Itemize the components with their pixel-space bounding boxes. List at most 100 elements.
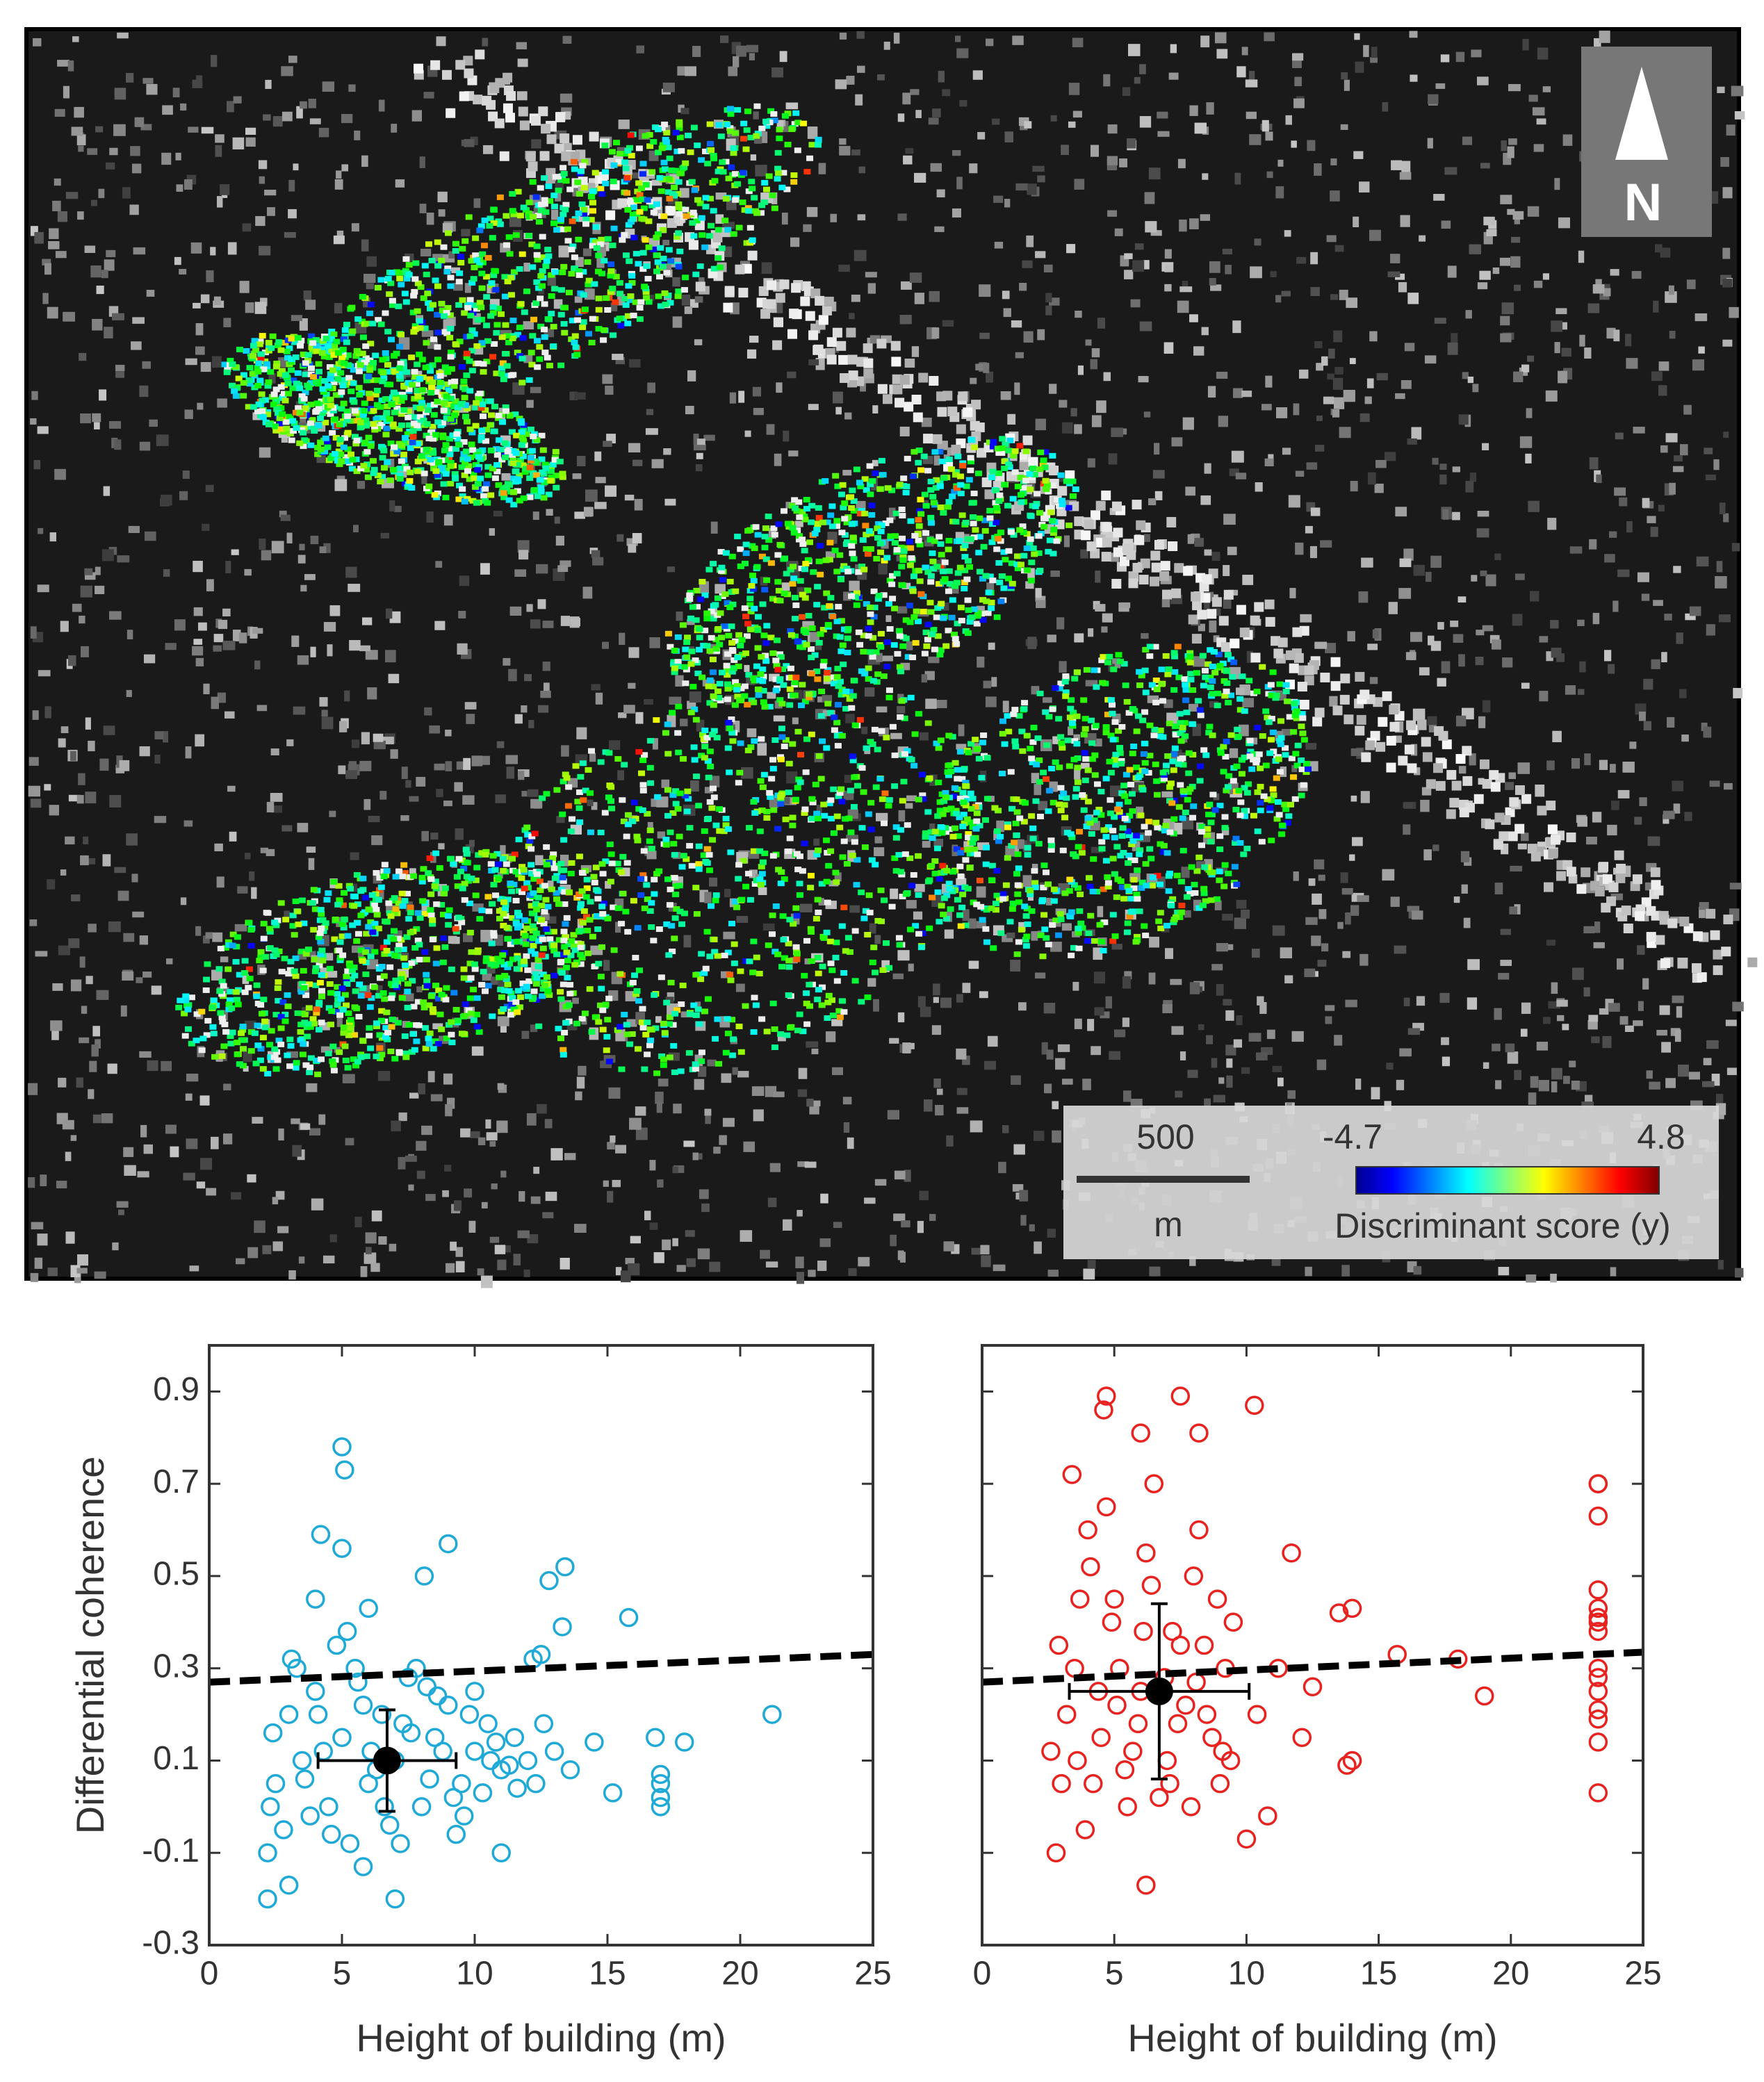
map-speckle (205, 484, 214, 492)
map-speckle (521, 791, 528, 797)
map-pixel (568, 247, 575, 253)
map-speckle (1681, 734, 1689, 742)
map-speckle (719, 1135, 727, 1145)
map-speckle (306, 951, 316, 958)
map-speckle (1179, 1051, 1186, 1060)
map-pixel (961, 580, 968, 586)
map-speckle (919, 732, 929, 741)
map-pixel (753, 564, 761, 570)
map-pixel (722, 158, 730, 165)
map-speckle (371, 835, 383, 846)
river-speckle (541, 124, 551, 134)
river-speckle (1373, 697, 1383, 707)
map-speckle (1246, 111, 1257, 120)
map-speckle (142, 972, 152, 978)
map-speckle (962, 909, 970, 921)
river-speckle (1659, 915, 1669, 925)
map-speckle (1333, 397, 1345, 409)
map-speckle (1583, 987, 1590, 997)
map-pixel (744, 621, 752, 627)
map-speckle (102, 854, 111, 867)
map-pixel (734, 694, 742, 700)
map-speckle (37, 584, 49, 593)
map-pixel (420, 295, 427, 302)
map-pixel (372, 391, 379, 397)
map-pixel (538, 254, 546, 261)
map-speckle (919, 1190, 929, 1201)
map-speckle (305, 300, 316, 310)
map-speckle (1676, 632, 1683, 644)
map-speckle (1606, 327, 1616, 339)
map-speckle (804, 958, 811, 965)
river-speckle (1292, 627, 1302, 637)
map-speckle (76, 1077, 83, 1088)
map-pixel (787, 632, 795, 638)
map-speckle (1234, 172, 1241, 185)
map-speckle (199, 1158, 213, 1170)
map-pixel (429, 362, 436, 368)
map-pixel (936, 483, 944, 489)
map-speckle (30, 1272, 39, 1282)
map-pixel (814, 142, 822, 148)
map-speckle (683, 1140, 695, 1147)
map-pixel (791, 633, 799, 639)
map-speckle (1658, 505, 1665, 511)
map-speckle (576, 456, 586, 466)
map-pixel (688, 179, 696, 185)
map-pixel (434, 239, 441, 245)
map-speckle (523, 263, 530, 272)
map-speckle (687, 700, 696, 710)
river-speckle (1297, 682, 1307, 692)
map-pixel (994, 445, 1002, 452)
map-speckle (193, 302, 201, 309)
map-pixel (968, 614, 976, 621)
map-pixel (467, 313, 475, 319)
map-pixel (786, 686, 794, 692)
map-speckle (1323, 396, 1334, 404)
map-pixel (428, 257, 436, 263)
map-speckle (436, 789, 443, 798)
river-speckle (1136, 520, 1146, 530)
map-pixel (988, 521, 996, 527)
map-speckle (1407, 905, 1420, 912)
map-pixel (610, 162, 618, 168)
river-speckle (1544, 882, 1554, 892)
map-pixel (624, 206, 632, 213)
map-speckle (940, 997, 952, 1008)
map-pixel (792, 110, 800, 116)
map-pixel (790, 172, 798, 178)
map-pixel (868, 511, 876, 518)
map-speckle (956, 48, 969, 58)
map-speckle (1191, 533, 1200, 542)
map-pixel (479, 251, 487, 257)
map-pixel (740, 120, 748, 126)
map-speckle (162, 105, 173, 115)
map-speckle (574, 1224, 587, 1233)
map-pixel (493, 322, 501, 328)
map-pixel (859, 537, 867, 543)
map-speckle (1376, 372, 1388, 381)
map-pixel (1027, 536, 1034, 542)
map-speckle (526, 1113, 537, 1126)
map-speckle (1521, 1002, 1531, 1014)
map-speckle (1592, 284, 1605, 294)
map-speckle (521, 705, 528, 713)
map-speckle (1015, 352, 1024, 359)
map-speckle (785, 102, 799, 110)
map-speckle (1101, 626, 1108, 633)
map-speckle (1519, 436, 1533, 448)
map-pixel (878, 522, 885, 528)
map-speckle (532, 511, 539, 520)
map-pixel (446, 334, 454, 341)
river-speckle (1132, 500, 1142, 510)
map-speckle (1305, 917, 1318, 925)
river-speckle (1594, 886, 1605, 896)
map-speckle (179, 268, 187, 275)
map-pixel (717, 610, 724, 616)
map-speckle (1554, 178, 1560, 190)
map-speckle (610, 1135, 616, 1143)
map-speckle (790, 237, 800, 247)
map-speckle (1018, 921, 1026, 932)
map-pixel (537, 323, 545, 329)
map-pixel (595, 252, 603, 259)
